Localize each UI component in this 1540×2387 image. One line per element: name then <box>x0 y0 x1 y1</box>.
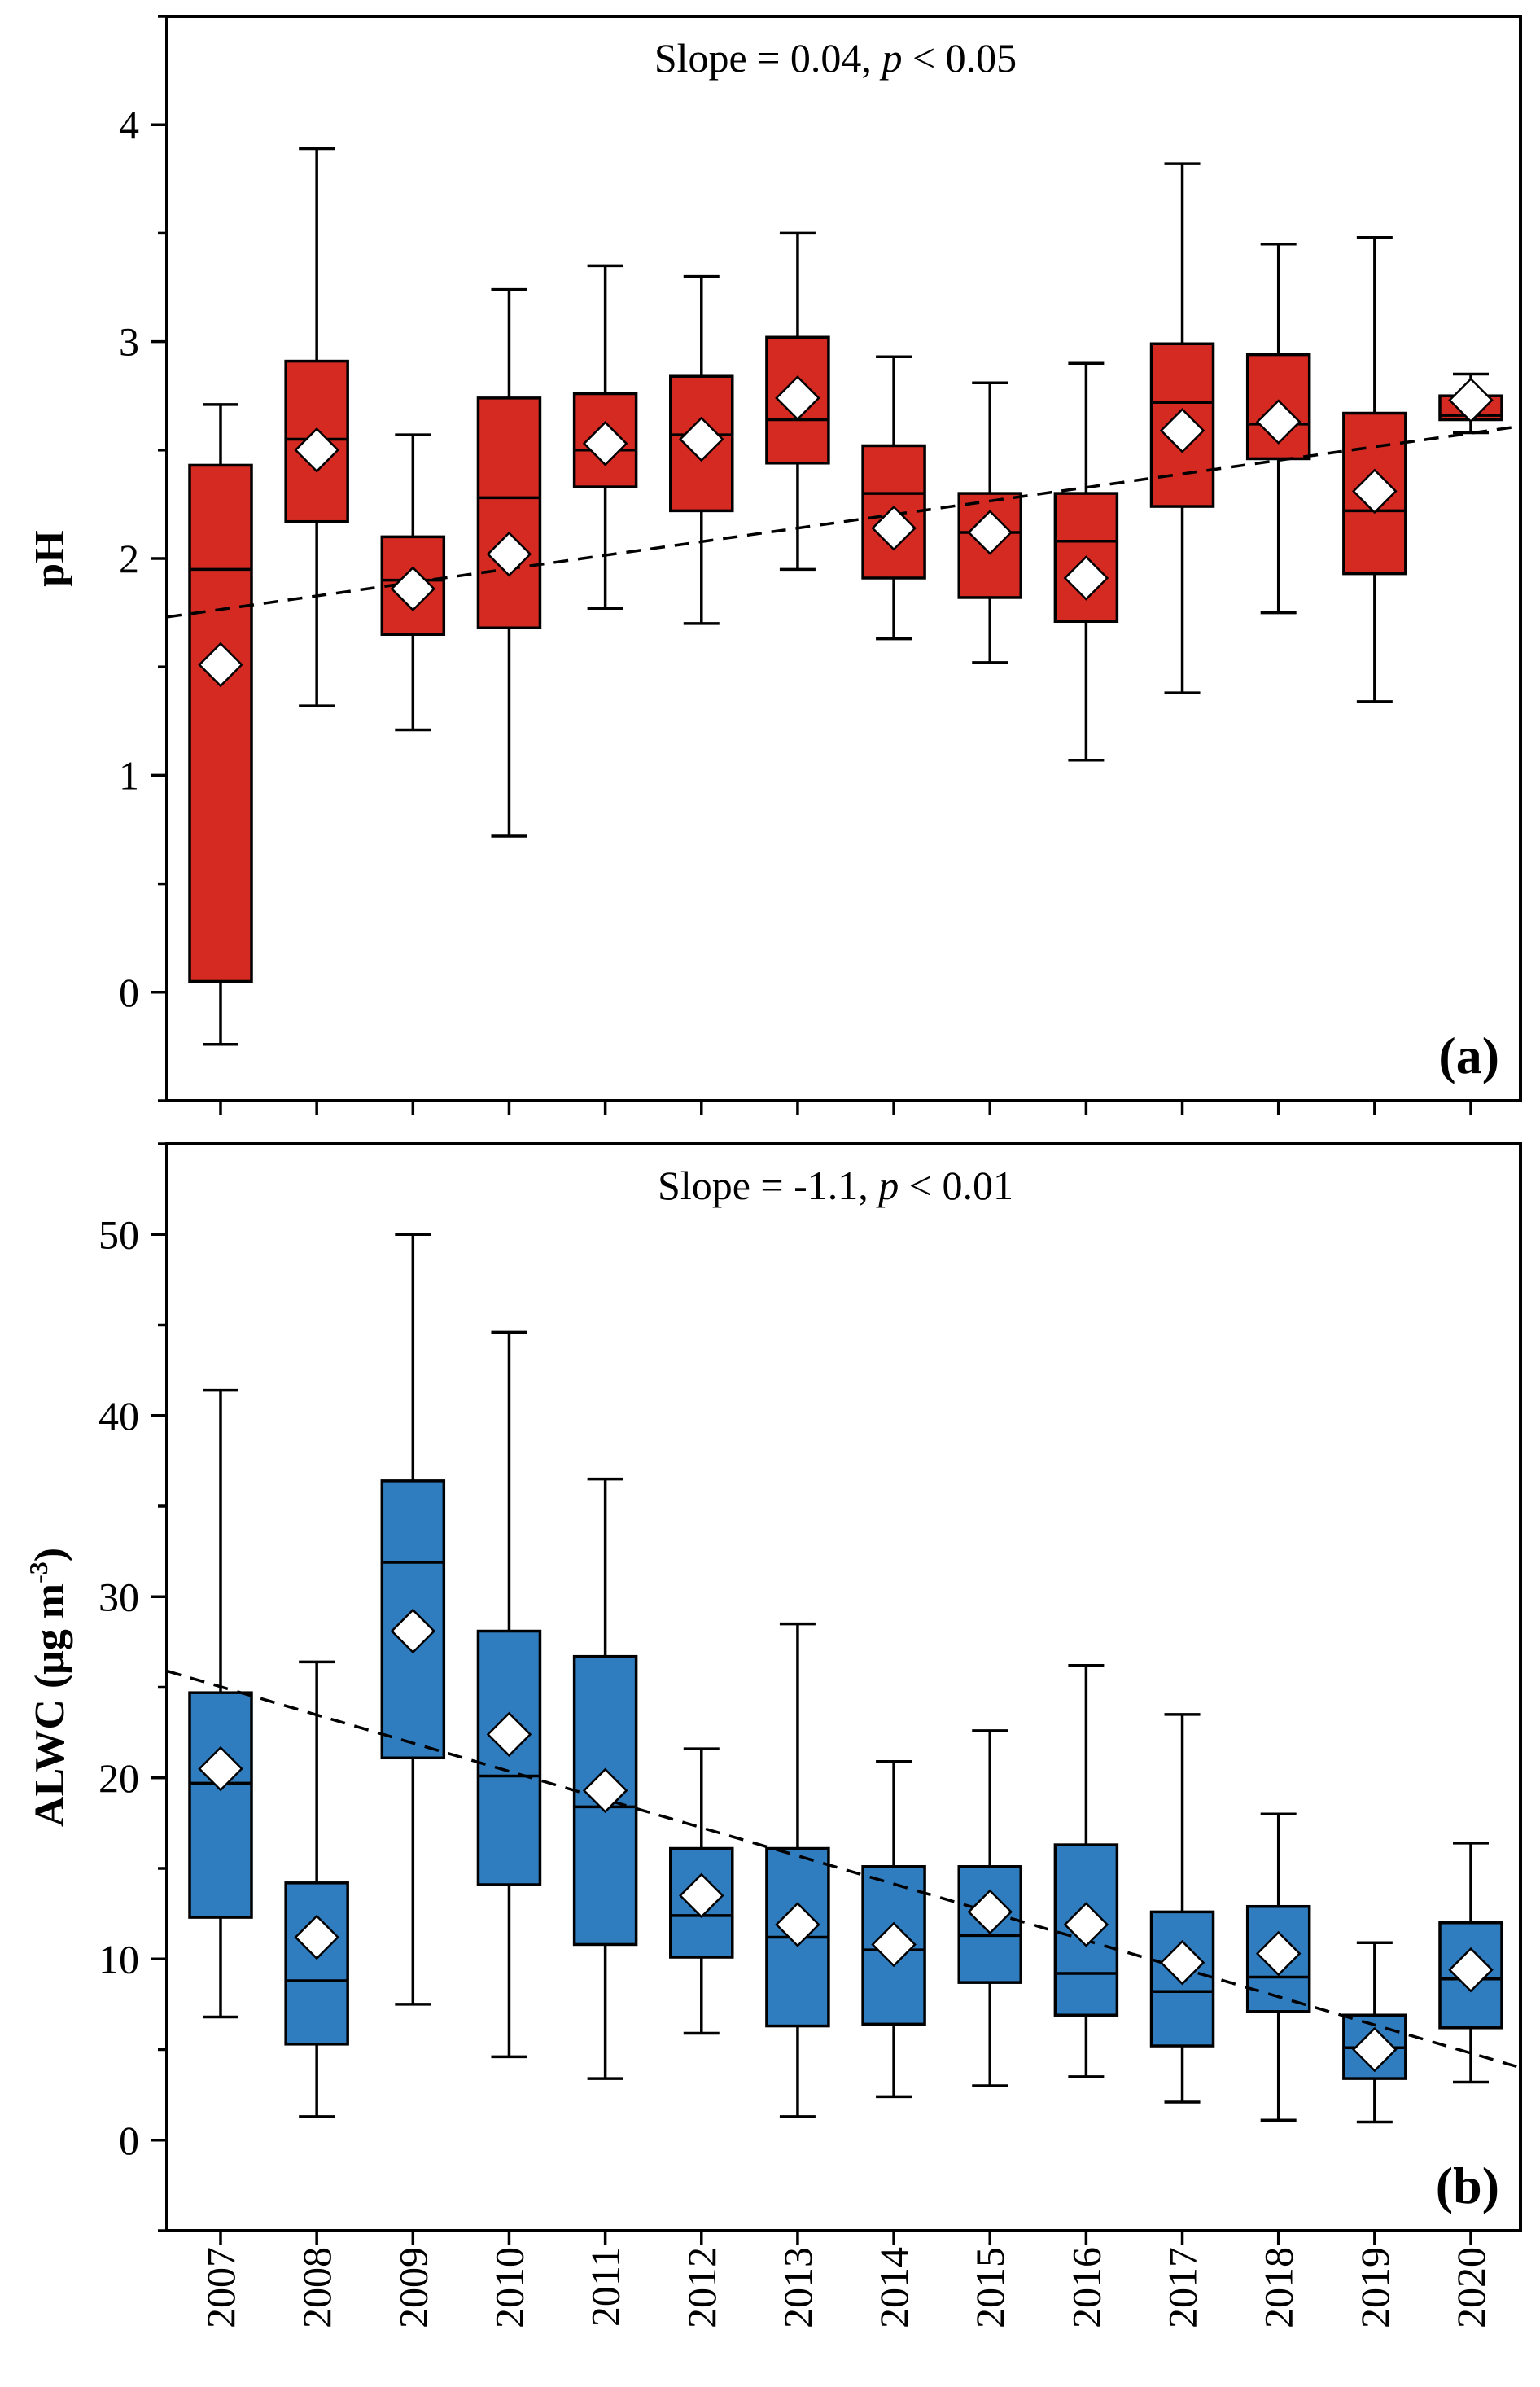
x-axis-tick-labels: 2007 2008 2009 2010 2011 2012 2013 2014 2015 2016… <box>198 2247 1494 2328</box>
y-tick-label: 20 <box>98 1755 139 1801</box>
mean-marker-2008 <box>294 1914 339 1960</box>
y-tick-label: 10 <box>98 1936 139 1982</box>
mean-marker-2019 <box>1352 468 1398 515</box>
iqr-box <box>476 1629 542 1886</box>
box-2017 <box>1149 1713 1215 2104</box>
mean-marker-2008 <box>294 427 339 473</box>
x-tick-label: 2018 <box>1256 2247 1302 2328</box>
box-2010 <box>476 1330 542 2059</box>
x-tick-label: 2010 <box>486 2247 532 2328</box>
y-tick-label: 40 <box>98 1393 139 1439</box>
box-2007 <box>188 1388 253 2019</box>
mean-marker-2009 <box>390 566 436 612</box>
mean-marker-2011 <box>582 1767 628 1814</box>
y-tick-label: 3 <box>119 319 139 365</box>
slope-annotation-p: p <box>876 1163 899 1208</box>
x-tick-label: 2019 <box>1352 2247 1398 2328</box>
slope-annotation-suffix: < 0.05 <box>902 35 1017 81</box>
x-tick-label: 2017 <box>1160 2247 1205 2328</box>
mean-marker-2009 <box>390 1608 436 1654</box>
box-2014 <box>861 355 926 641</box>
mean-marker-2020 <box>1448 377 1494 423</box>
box-2008 <box>284 147 349 707</box>
iqr-box <box>188 1691 253 1919</box>
trend-line <box>166 1669 1521 2069</box>
x-tick-label: 2013 <box>775 2247 820 2328</box>
y-tick-label: 1 <box>119 752 139 798</box>
iqr-box <box>476 396 542 629</box>
box-2019 <box>1342 235 1407 703</box>
x-tick-label: 2020 <box>1448 2247 1494 2328</box>
slope-annotation-prefix: Slope = -1.1, <box>658 1163 878 1208</box>
trend-line <box>166 424 1521 619</box>
box-2007 <box>188 403 253 1046</box>
mean-marker-2013 <box>775 1902 820 1947</box>
mean-marker-2012 <box>679 416 724 462</box>
mean-marker-2018 <box>1255 1930 1302 1977</box>
y-axis-title: pH <box>27 530 73 586</box>
panel-label: (b) <box>1436 2157 1499 2214</box>
mean-marker-2010 <box>486 531 532 577</box>
plot-frame <box>165 1142 1522 2232</box>
box-2008 <box>284 1660 349 2118</box>
x-tick-label: 2009 <box>390 2247 435 2328</box>
y-axis-title-text: pH <box>27 530 73 586</box>
mean-marker-2016 <box>1063 555 1109 601</box>
y-axis-title-superscript: -3 <box>24 1561 53 1583</box>
panel-label: (a) <box>1438 1027 1499 1084</box>
y-axis-title-text: ALWC (μg m <box>27 1583 73 1827</box>
y-tick-label: 0 <box>119 970 139 1015</box>
plot-frame <box>165 15 1522 1102</box>
mean-marker-2007 <box>198 1745 243 1792</box>
mean-marker-2007 <box>198 642 243 688</box>
mean-marker-2015 <box>967 510 1013 555</box>
panel-b-alwc: 0 10 20 30 40 50 ALWC (μg m-3) Slope = -1.1, p … <box>24 1142 1522 2245</box>
mean-marker-2015 <box>967 1889 1013 1935</box>
mean-marker-2010 <box>486 1711 532 1758</box>
mean-marker-2019 <box>1352 2026 1398 2073</box>
x-tick-label: 2008 <box>294 2247 339 2328</box>
mean-marker-2020 <box>1448 1947 1494 1993</box>
mean-marker-2014 <box>871 505 917 551</box>
box-2009 <box>380 1233 446 2006</box>
mean-marker-2012 <box>679 1872 724 1919</box>
slope-annotation-p: p <box>879 35 902 81</box>
y-tick-label: 2 <box>119 536 139 581</box>
mean-marker-2014 <box>871 1921 917 1968</box>
x-tick-label: 2014 <box>871 2247 917 2328</box>
box-2013 <box>765 1622 830 2118</box>
mean-marker-2016 <box>1063 1902 1109 1947</box>
y-axis-title: ALWC (μg m-3) <box>24 1548 73 1827</box>
slope-annotation-prefix: Slope = 0.04, <box>654 35 882 81</box>
slope-annotation: Slope = 0.04, p < 0.05 <box>654 35 1017 81</box>
x-tick-label: 2011 <box>583 2247 628 2327</box>
mean-marker-2011 <box>582 421 628 466</box>
box-2010 <box>476 287 542 838</box>
x-tick-label: 2016 <box>1063 2247 1109 2328</box>
iqr-box <box>188 463 253 983</box>
y-tick-label: 0 <box>119 2118 139 2163</box>
mean-marker-2018 <box>1255 399 1302 445</box>
slope-annotation: Slope = -1.1, p < 0.01 <box>658 1163 1013 1208</box>
mean-marker-2017 <box>1159 408 1205 453</box>
iqr-box <box>1342 411 1407 576</box>
panel-a-ph: 0 1 2 3 4 pH Slope = 0.04, p < 0.05 (a) <box>27 15 1522 1115</box>
y-tick-label: 4 <box>119 102 139 147</box>
box-2018 <box>1245 1812 1311 2122</box>
x-tick-label: 2012 <box>679 2247 724 2328</box>
box-2016 <box>1053 1664 1119 2078</box>
y-axis-title-suffix: ) <box>27 1548 73 1561</box>
iqr-box <box>284 1881 349 2046</box>
mean-marker-2017 <box>1159 1939 1205 1986</box>
y-tick-label: 50 <box>98 1211 139 1257</box>
x-tick-label: 2015 <box>967 2247 1013 2328</box>
y-tick-label: 30 <box>98 1574 139 1619</box>
x-tick-label: 2007 <box>198 2247 243 2328</box>
slope-annotation-suffix: < 0.01 <box>899 1163 1013 1208</box>
mean-marker-2013 <box>775 375 820 421</box>
